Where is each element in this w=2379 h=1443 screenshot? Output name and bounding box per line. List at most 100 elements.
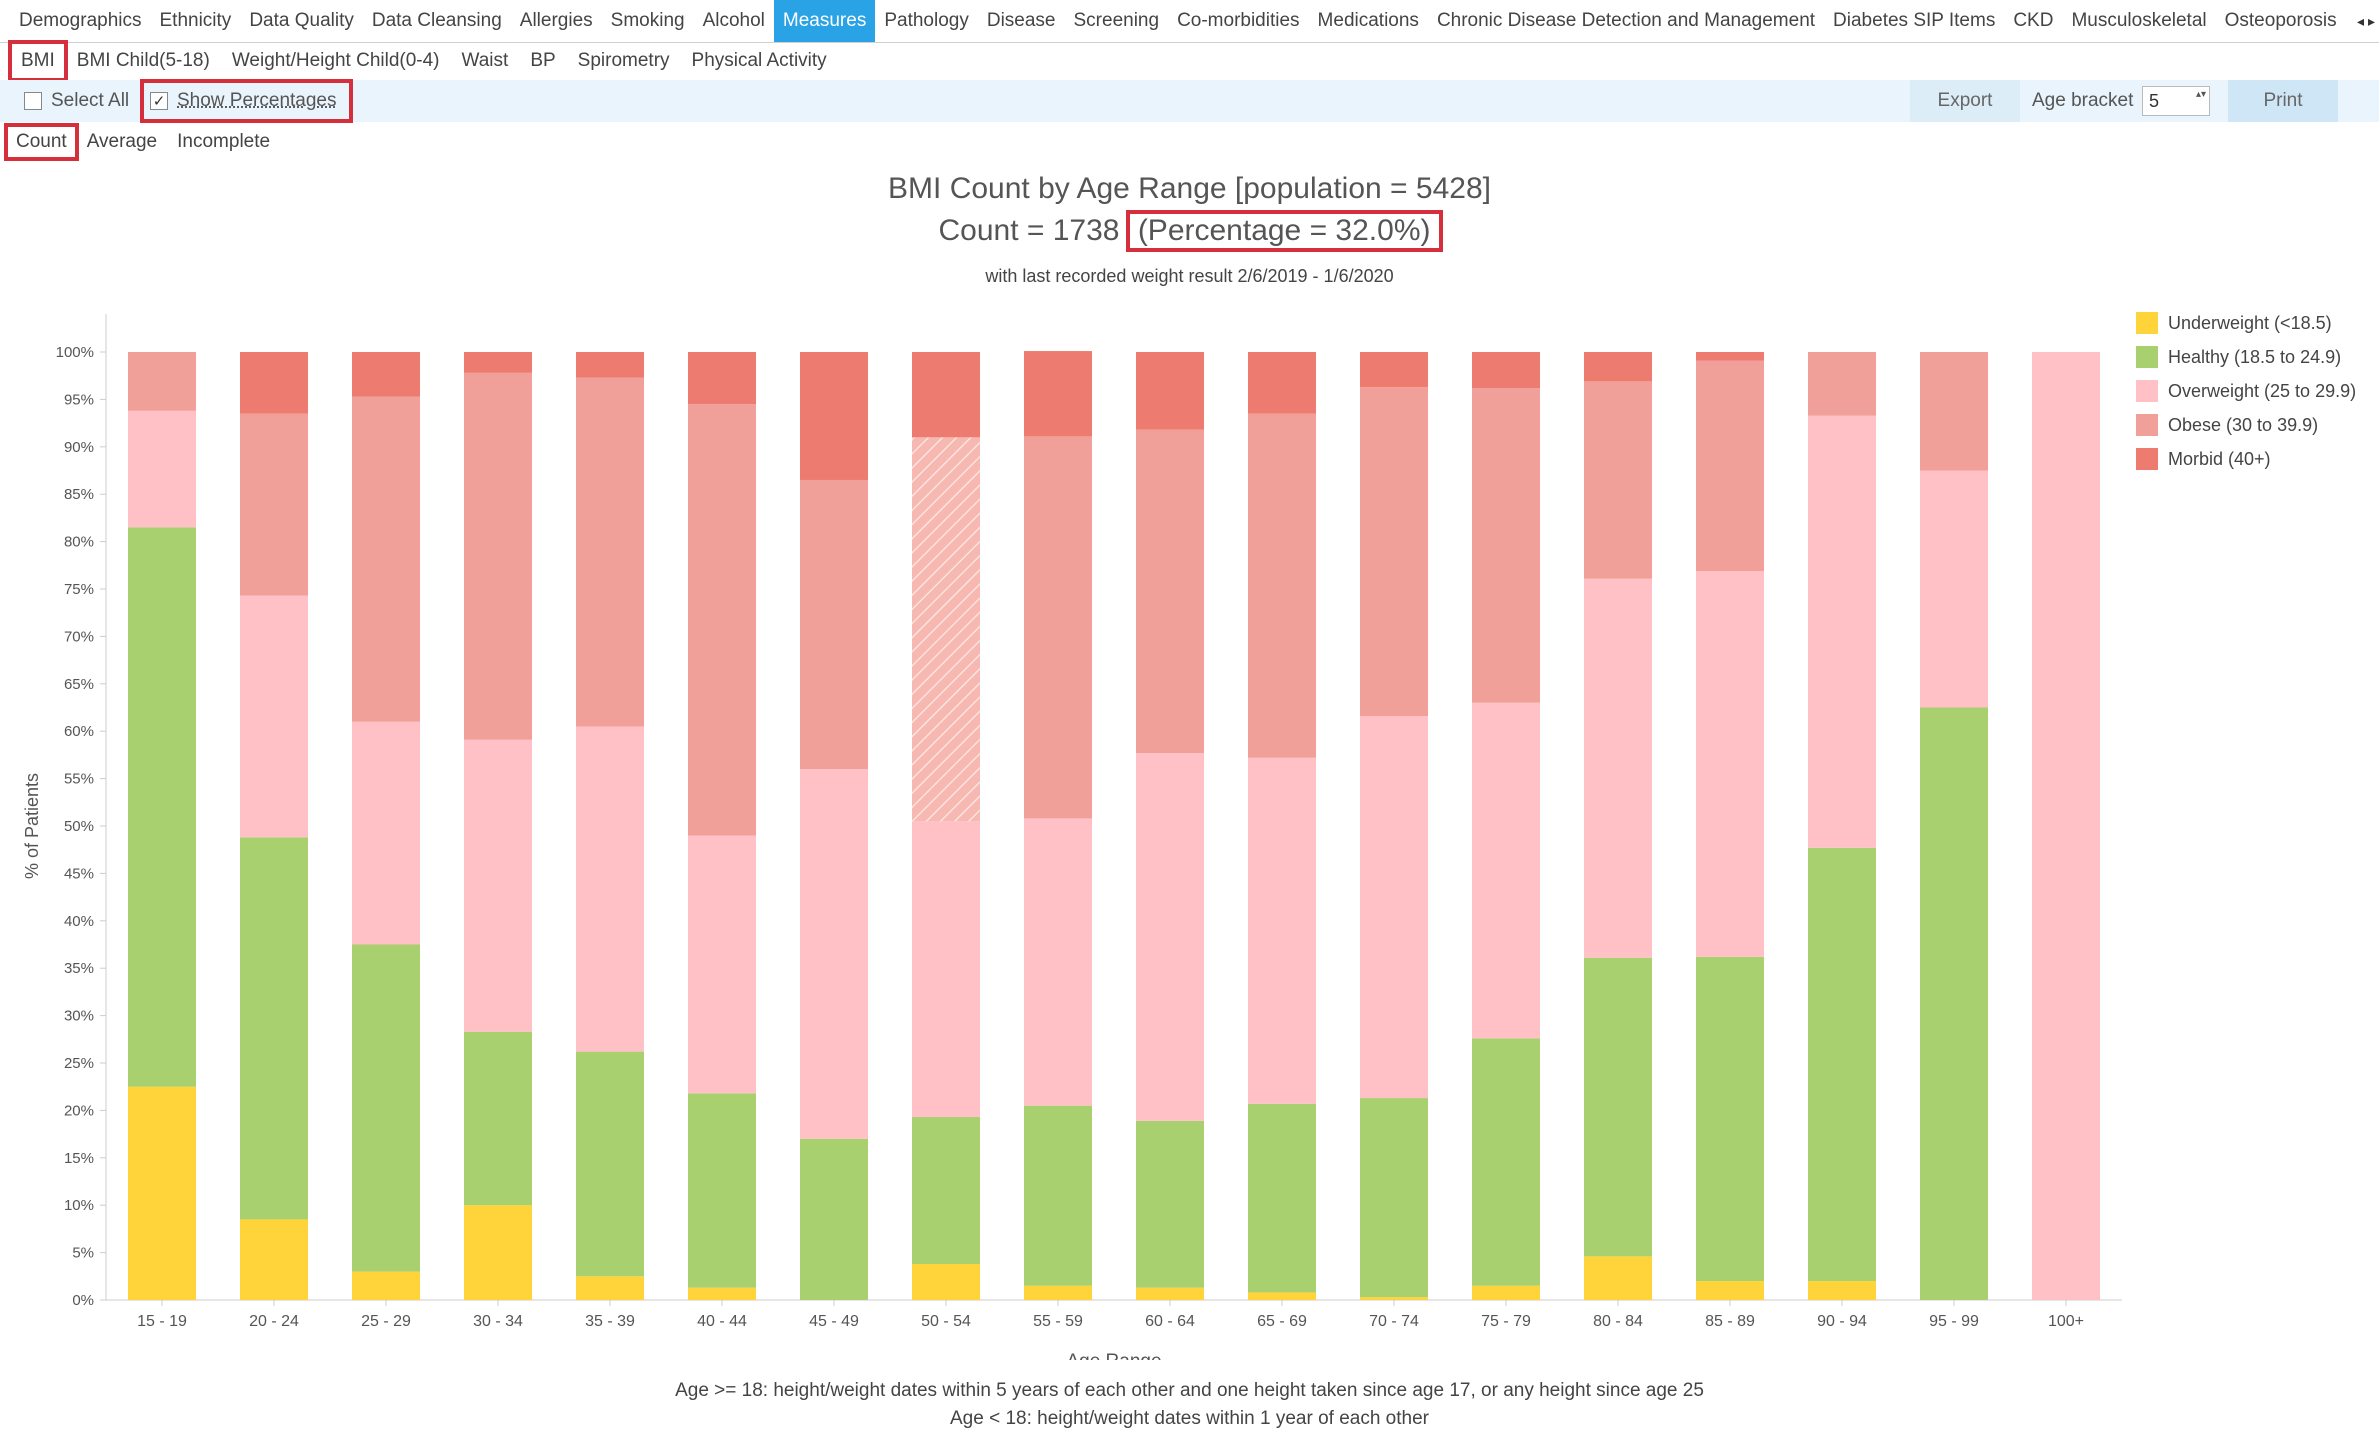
bar-segment-100-overweight-25-to-29-9[interactable] <box>2032 352 2100 1300</box>
tab-demographics[interactable]: Demographics <box>19 10 142 31</box>
bar-segment-60-64-morbid-40[interactable] <box>1136 352 1204 430</box>
tab-co-morbidities[interactable]: Co-morbidities <box>1177 10 1300 31</box>
subtab-bmi[interactable]: BMI <box>8 40 68 82</box>
tab-diabetes-sip-items[interactable]: Diabetes SIP Items <box>1833 10 1996 31</box>
legend-item-underweight-18-5[interactable]: Underweight (<18.5) <box>2136 306 2356 340</box>
bar-segment-50-54-overweight-25-to-29-9[interactable] <box>912 821 980 1118</box>
print-button[interactable]: Print <box>2228 80 2338 122</box>
tab-measures[interactable]: Measures <box>773 0 876 42</box>
bar-segment-70-74-morbid-40[interactable] <box>1360 352 1428 388</box>
bar-segment-20-24-obese-30-to-39-9[interactable] <box>240 413 308 596</box>
bar-segment-30-34-underweight-18-5[interactable] <box>464 1205 532 1300</box>
bar-segment-25-29-morbid-40[interactable] <box>352 352 420 397</box>
bar-segment-25-29-underweight-18-5[interactable] <box>352 1271 420 1300</box>
subtab-bp[interactable]: BP <box>530 50 556 71</box>
age-bracket-input[interactable]: 5 ▴▾ <box>2142 86 2210 116</box>
bar-segment-80-84-obese-30-to-39-9[interactable] <box>1584 381 1652 579</box>
bar-segment-90-94-healthy-18-5-to-24-9[interactable] <box>1808 847 1876 1282</box>
bar-segment-30-34-obese-30-to-39-9[interactable] <box>464 372 532 740</box>
show-percentages-box[interactable]: ✓ <box>150 92 168 110</box>
bar-segment-95-99-healthy-18-5-to-24-9[interactable] <box>1920 707 1988 1301</box>
bar-segment-50-54-underweight-18-5[interactable] <box>912 1263 980 1300</box>
bar-segment-70-74-obese-30-to-39-9[interactable] <box>1360 387 1428 717</box>
bar-segment-90-94-overweight-25-to-29-9[interactable] <box>1808 415 1876 848</box>
bar-segment-50-54-healthy-18-5-to-24-9[interactable] <box>912 1117 980 1264</box>
bar-segment-85-89-morbid-40[interactable] <box>1696 352 1764 361</box>
bar-segment-65-69-obese-30-to-39-9[interactable] <box>1248 413 1316 758</box>
bar-segment-45-49-obese-30-to-39-9[interactable] <box>800 479 868 770</box>
bar-segment-40-44-healthy-18-5-to-24-9[interactable] <box>688 1093 756 1288</box>
bar-segment-70-74-healthy-18-5-to-24-9[interactable] <box>1360 1098 1428 1298</box>
bar-segment-95-99-overweight-25-to-29-9[interactable] <box>1920 470 1988 708</box>
tab-osteoporosis[interactable]: Osteoporosis <box>2224 10 2337 31</box>
select-all-checkbox[interactable]: Select All <box>24 80 129 122</box>
bar-segment-85-89-obese-30-to-39-9[interactable] <box>1696 360 1764 571</box>
bar-segment-80-84-healthy-18-5-to-24-9[interactable] <box>1584 957 1652 1257</box>
bar-segment-55-59-morbid-40[interactable] <box>1024 351 1092 437</box>
subtab-bmi-child-5-18[interactable]: BMI Child(5-18) <box>76 50 210 71</box>
bar-segment-65-69-healthy-18-5-to-24-9[interactable] <box>1248 1103 1316 1293</box>
bar-segment-20-24-underweight-18-5[interactable] <box>240 1219 308 1300</box>
bar-segment-60-64-overweight-25-to-29-9[interactable] <box>1136 753 1204 1121</box>
bar-segment-60-64-obese-30-to-39-9[interactable] <box>1136 429 1204 754</box>
tab-musculoskeletal[interactable]: Musculoskeletal <box>2071 10 2207 31</box>
bar-segment-65-69-underweight-18-5[interactable] <box>1248 1292 1316 1300</box>
bar-segment-20-24-healthy-18-5-to-24-9[interactable] <box>240 837 308 1220</box>
bar-segment-15-19-overweight-25-to-29-9[interactable] <box>128 410 196 528</box>
bar-segment-35-39-morbid-40[interactable] <box>576 352 644 378</box>
bar-segment-85-89-overweight-25-to-29-9[interactable] <box>1696 570 1764 957</box>
show-percentages-checkbox[interactable]: ✓ Show Percentages <box>140 79 353 123</box>
bar-segment-90-94-underweight-18-5[interactable] <box>1808 1281 1876 1300</box>
bar-segment-15-19-underweight-18-5[interactable] <box>128 1086 196 1300</box>
tab-data-quality[interactable]: Data Quality <box>249 10 354 31</box>
bar-segment-25-29-obese-30-to-39-9[interactable] <box>352 396 420 722</box>
bar-segment-55-59-obese-30-to-39-9[interactable] <box>1024 436 1092 819</box>
bar-segment-75-79-morbid-40[interactable] <box>1472 352 1540 389</box>
tab-disease[interactable]: Disease <box>986 10 1056 31</box>
bar-segment-45-49-overweight-25-to-29-9[interactable] <box>800 769 868 1139</box>
tab-pathology[interactable]: Pathology <box>884 10 969 31</box>
subtab-spirometry[interactable]: Spirometry <box>577 50 670 71</box>
tab-chronic-disease-detection-and-management[interactable]: Chronic Disease Detection and Management <box>1436 10 1816 31</box>
bar-segment-40-44-morbid-40[interactable] <box>688 352 756 405</box>
subtab-waist[interactable]: Waist <box>461 50 509 71</box>
bar-segment-80-84-underweight-18-5[interactable] <box>1584 1256 1652 1300</box>
bar-segment-40-44-overweight-25-to-29-9[interactable] <box>688 835 756 1094</box>
subtab-weight-height-child-0-4[interactable]: Weight/Height Child(0-4) <box>231 50 440 71</box>
view-tab-average[interactable]: Average <box>86 131 158 152</box>
legend-item-overweight-25-to-29-9[interactable]: Overweight (25 to 29.9) <box>2136 374 2356 408</box>
bar-segment-55-59-underweight-18-5[interactable] <box>1024 1285 1092 1300</box>
select-all-box[interactable] <box>24 92 42 110</box>
bar-segment-45-49-morbid-40[interactable] <box>800 352 868 480</box>
bar-segment-85-89-underweight-18-5[interactable] <box>1696 1281 1764 1300</box>
view-tab-incomplete[interactable]: Incomplete <box>177 131 271 152</box>
bar-segment-95-99-obese-30-to-39-9[interactable] <box>1920 352 1988 471</box>
bar-segment-15-19-healthy-18-5-to-24-9[interactable] <box>128 527 196 1087</box>
bar-segment-70-74-overweight-25-to-29-9[interactable] <box>1360 716 1428 1099</box>
bar-segment-25-29-overweight-25-to-29-9[interactable] <box>352 721 420 945</box>
bar-segment-55-59-healthy-18-5-to-24-9[interactable] <box>1024 1105 1092 1286</box>
tab-ethnicity[interactable]: Ethnicity <box>159 10 232 31</box>
bar-segment-75-79-obese-30-to-39-9[interactable] <box>1472 388 1540 703</box>
bar-segment-65-69-morbid-40[interactable] <box>1248 352 1316 414</box>
bar-segment-50-54-morbid-40[interactable] <box>912 352 980 438</box>
legend-item-morbid-40[interactable]: Morbid (40+) <box>2136 442 2356 476</box>
bar-segment-60-64-healthy-18-5-to-24-9[interactable] <box>1136 1120 1204 1288</box>
bar-segment-30-34-healthy-18-5-to-24-9[interactable] <box>464 1031 532 1206</box>
export-button[interactable]: Export <box>1910 80 2020 122</box>
tab-medications[interactable]: Medications <box>1317 10 1419 31</box>
bar-segment-35-39-underweight-18-5[interactable] <box>576 1276 644 1300</box>
bar-segment-35-39-healthy-18-5-to-24-9[interactable] <box>576 1051 644 1277</box>
bar-segment-20-24-overweight-25-to-29-9[interactable] <box>240 595 308 838</box>
tab-screening[interactable]: Screening <box>1073 10 1160 31</box>
bar-segment-35-39-obese-30-to-39-9[interactable] <box>576 377 644 727</box>
bar-segment-30-34-morbid-40[interactable] <box>464 352 532 373</box>
bar-segment-75-79-overweight-25-to-29-9[interactable] <box>1472 702 1540 1039</box>
view-tab-count[interactable]: Count <box>4 123 79 161</box>
bar-segment-30-34-overweight-25-to-29-9[interactable] <box>464 739 532 1032</box>
legend-item-obese-30-to-39-9[interactable]: Obese (30 to 39.9) <box>2136 408 2356 442</box>
bar-segment-60-64-underweight-18-5[interactable] <box>1136 1287 1204 1300</box>
tab-alcohol[interactable]: Alcohol <box>702 10 765 31</box>
bar-segment-80-84-overweight-25-to-29-9[interactable] <box>1584 578 1652 958</box>
age-bracket-spinner-icon[interactable]: ▴▾ <box>2195 89 2206 100</box>
